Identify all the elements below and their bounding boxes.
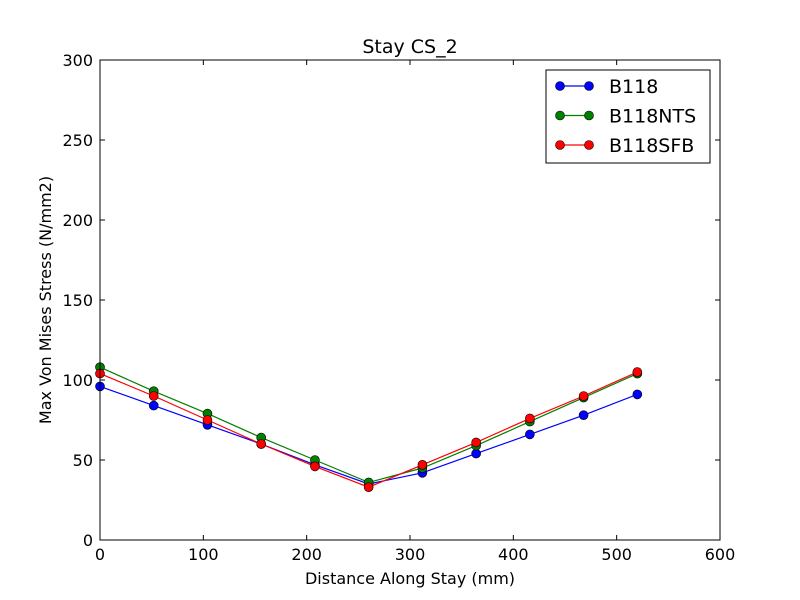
legend-marker: [584, 81, 594, 91]
x-tick-label: 500: [601, 545, 632, 564]
data-point: [417, 459, 428, 470]
data-point: [310, 461, 320, 472]
data-point: [471, 448, 481, 459]
legend-label: B118NTS: [609, 106, 696, 128]
series-B118: [95, 381, 643, 489]
legend-marker: [555, 110, 565, 121]
data-point: [525, 429, 535, 440]
legend-item: B118SFB: [555, 135, 694, 157]
data-point: [363, 482, 374, 493]
legend-item: B118NTS: [555, 106, 696, 128]
data-point: [148, 391, 159, 401]
y-tick-label: 100: [62, 371, 93, 390]
legend-item: B118: [555, 76, 658, 98]
y-tick-label: 250: [62, 131, 93, 150]
x-tick-label: 400: [498, 545, 529, 564]
legend-marker: [555, 140, 565, 150]
data-point: [202, 415, 213, 425]
legend-marker: [584, 110, 594, 121]
x-tick-label: 600: [705, 545, 736, 564]
series-B118SFB: [95, 367, 643, 493]
data-point: [578, 410, 589, 421]
x-tick-label: 200: [291, 545, 322, 564]
tick-layer: 0 100 200 300 400 500 600 0 50 100 150 200 250 300: [62, 51, 735, 564]
data-point: [632, 367, 643, 377]
legend-marker: [555, 81, 565, 91]
data-point: [632, 389, 643, 400]
series-B118NTS: [95, 362, 643, 488]
x-tick-label: 100: [188, 545, 219, 564]
data-point: [256, 439, 267, 449]
data-point: [525, 413, 535, 424]
y-tick-label: 0: [83, 531, 93, 550]
y-tick-label: 200: [62, 211, 93, 230]
series-line: [99, 385, 638, 485]
series-layer: [95, 362, 643, 493]
legend-marker: [584, 140, 594, 150]
legend-label: B118: [609, 76, 658, 98]
data-point: [148, 400, 159, 411]
y-tick-label: 300: [62, 51, 93, 70]
x-tick-label: 300: [395, 545, 426, 564]
data-point: [578, 391, 589, 401]
data-point: [471, 437, 481, 448]
y-tick-label: 50: [73, 451, 93, 470]
y-axis-title: Max Von Mises Stress (N/mm2): [36, 176, 55, 424]
chart-title: Stay CS_2: [362, 36, 457, 58]
series-line: [99, 371, 638, 488]
legend: B118 B118NTS B118SFB: [545, 69, 711, 164]
legend-label: B118SFB: [609, 135, 694, 157]
x-axis-title: Distance Along Stay (mm): [305, 569, 515, 588]
x-tick-label: 0: [95, 545, 105, 564]
y-tick-label: 150: [62, 291, 93, 310]
